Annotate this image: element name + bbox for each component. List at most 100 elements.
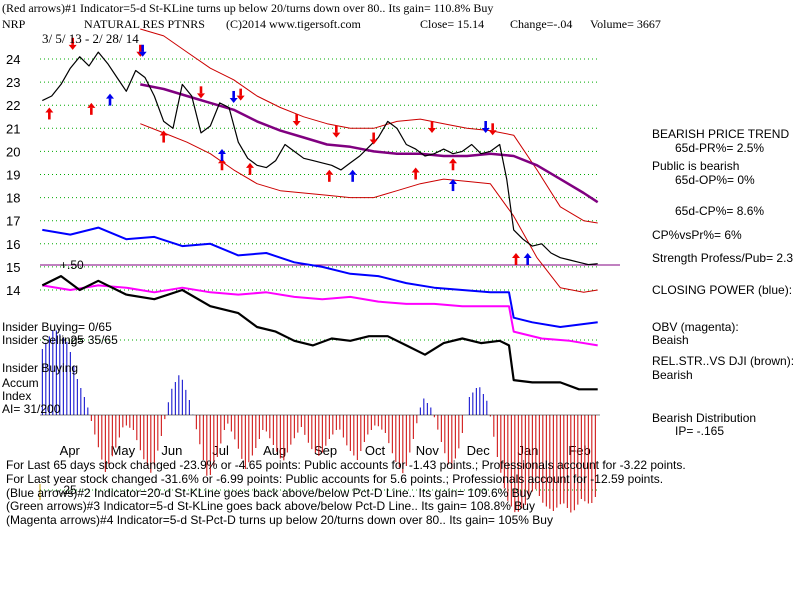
arrow-head (428, 127, 436, 133)
arrow-head (369, 139, 378, 145)
footer-line1: For Last 65 days stock changed -23.9% or… (6, 458, 686, 472)
cpvspr-value: CP%vsPr%= 6% (652, 228, 742, 242)
public-state: Public is bearish (652, 159, 740, 173)
arrow-head (229, 97, 238, 103)
red-up-arrow (246, 162, 254, 175)
x-tick-label: Jun (161, 443, 182, 458)
arrow-shaft (71, 37, 74, 45)
x-tick-label: Nov (416, 443, 440, 458)
strength-value: Strength Profess/Pub= 2.3 (652, 251, 794, 265)
x-tick-label: Dec (467, 443, 491, 458)
red-down-arrow (332, 125, 341, 138)
red-down-arrow (292, 114, 301, 127)
y-tick-label: 16 (6, 237, 20, 252)
ip-value: IP= -.165 (675, 424, 725, 438)
volume-value: Volume= 3667 (590, 17, 661, 31)
y-tick-label: 19 (6, 168, 20, 183)
red-up-arrow (411, 167, 420, 180)
signal-arrows (45, 37, 532, 265)
y-tick-label: 18 (6, 191, 20, 206)
index-label: Index (2, 389, 32, 403)
insider-buying-count: Insider Buying= 0/65 (2, 320, 112, 334)
op-value: 65d-OP%= 0% (675, 173, 755, 187)
obv-state: Beaish (652, 333, 689, 347)
arrow-shaft (232, 90, 235, 98)
footer-line2: For Last year stock changed -31.6% or -6… (6, 472, 664, 486)
change-value: Change=-.04 (510, 17, 573, 31)
arrow-shaft (372, 132, 375, 140)
arrow-head (218, 149, 226, 155)
arrow-head (325, 169, 334, 175)
arrow-shaft (239, 88, 242, 96)
arrow-shaft (141, 44, 144, 52)
blue-down-arrow (229, 90, 238, 103)
relstr-label: REL.STR..VS DJI (brown): (652, 354, 795, 368)
arrow-shaft (295, 114, 298, 122)
ai-value: AI= 31/200 (2, 402, 61, 416)
footer-line5: (Magenta arrows)#4 Indicator=5-d St-Pct-… (6, 513, 553, 527)
arrow-shaft (491, 123, 494, 131)
arrow-head (512, 252, 520, 258)
red-down-arrow (236, 88, 245, 101)
y-tick-label: 21 (6, 121, 20, 136)
arrow-shaft (451, 163, 455, 171)
insider-buying-label: Insider Buying (2, 361, 79, 375)
x-tick-label: Aug (263, 443, 286, 458)
blue-up-arrow (449, 179, 457, 192)
accum-label: Accum (2, 376, 39, 390)
blue-down-arrow (138, 44, 147, 57)
red-up-arrow (449, 158, 457, 171)
red-down-arrow (428, 120, 436, 133)
arrow-head (523, 252, 532, 258)
closing-power-line (42, 226, 598, 328)
arrow-shaft (48, 112, 51, 120)
red-down-arrow (197, 86, 205, 99)
indicator-grid (39, 264, 620, 500)
price-line (42, 51, 598, 266)
indicator-tick-label: -.25 (56, 483, 77, 497)
arrow-shaft (526, 257, 529, 265)
arrow-shaft (430, 120, 434, 128)
y-tick-label: 17 (6, 214, 20, 229)
arrow-shaft (248, 167, 252, 175)
moving-average-line (140, 83, 599, 204)
distribution-label: Bearish Distribution (652, 411, 757, 425)
y-tick-labels: 24 23 22 21 20 19 18 17 16 15 14 +.50 +.25 -.25 (6, 52, 84, 497)
arrow-head (159, 130, 168, 136)
y-tick-label: 23 (6, 75, 20, 90)
x-tick-label: Sep (314, 443, 337, 458)
arrow-head (348, 169, 357, 175)
arrow-head (411, 167, 420, 173)
arrow-head (138, 51, 147, 57)
y-tick-label: 22 (6, 98, 20, 113)
red-down-arrow (488, 123, 497, 136)
arrow-head (449, 158, 457, 164)
blue-up-arrow (523, 252, 532, 265)
footer-line4: (Green arrows)#3 Indicator=5-d St-KLine … (6, 499, 535, 513)
y-tick-label: 15 (6, 260, 20, 275)
cp-value: 65d-CP%= 8.6% (675, 204, 765, 218)
arrow-shaft (451, 184, 455, 192)
arrow-head (236, 95, 245, 101)
arrow-head (481, 127, 490, 133)
x-tick-label: Jan (517, 443, 538, 458)
indicator-tick-label: +.25 (60, 333, 84, 347)
arrow-shaft (162, 135, 165, 143)
red-down-arrow (369, 132, 378, 145)
arrow-shaft (484, 120, 487, 128)
indicator-tick-label: +.50 (60, 258, 84, 272)
arrow-head (106, 93, 114, 99)
upper-band-line (140, 28, 598, 224)
arrow-head (68, 44, 77, 50)
red-up-arrow (512, 252, 520, 265)
x-tick-label: May (111, 443, 136, 458)
arrow-head (332, 132, 341, 138)
arrow-shaft (220, 163, 224, 171)
pr-value: 65d-PR%= 2.5% (675, 141, 765, 155)
blue-up-arrow (106, 93, 114, 106)
closing-power-label: CLOSING POWER (blue): (652, 283, 793, 297)
ticker: NRP (2, 17, 26, 31)
arrow-shaft (328, 174, 331, 182)
arrow-shaft (414, 172, 417, 180)
